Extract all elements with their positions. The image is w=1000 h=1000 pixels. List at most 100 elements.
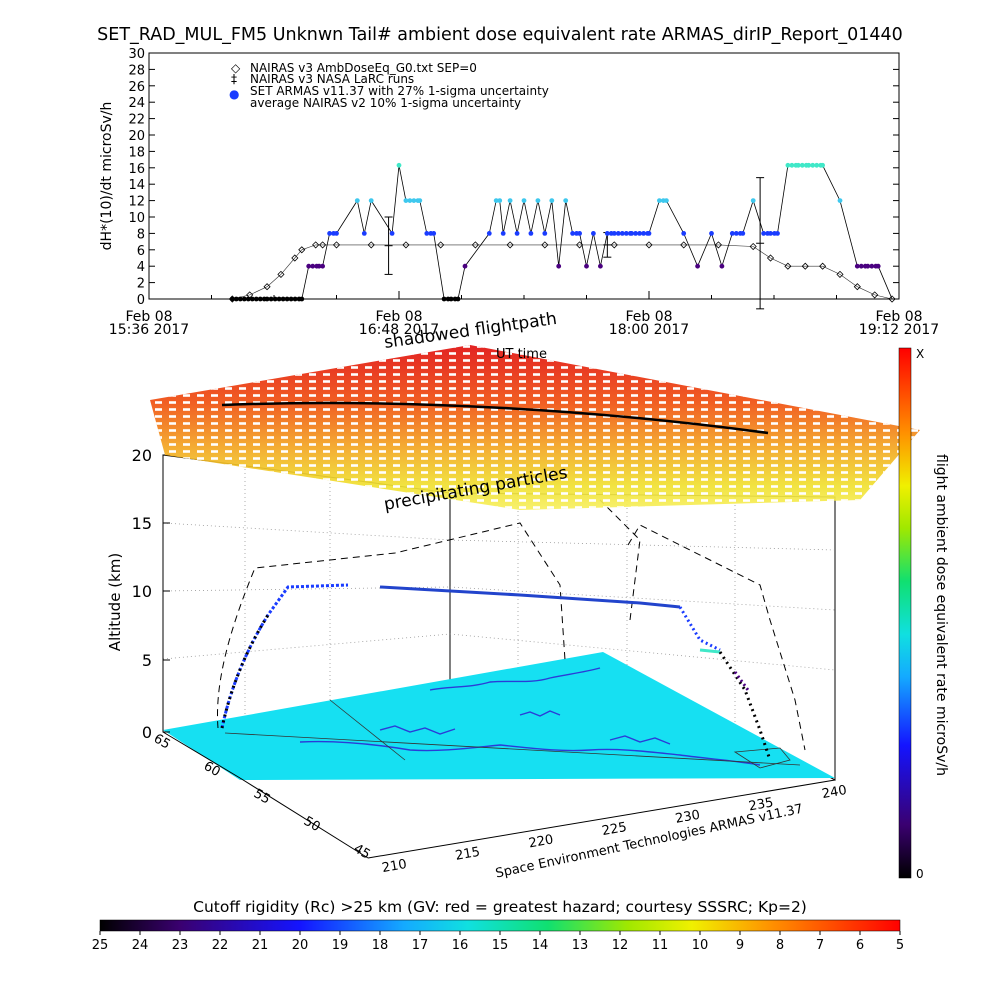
armas-point xyxy=(681,231,687,236)
armas-point xyxy=(241,296,247,302)
bar-tick-label: 17 xyxy=(412,938,429,953)
armas-point xyxy=(733,231,739,236)
lat-tick-label: 55 xyxy=(251,786,273,807)
x-tick-date: Feb 08 xyxy=(625,309,672,325)
armas-point xyxy=(542,231,548,236)
armas-point xyxy=(306,263,312,269)
nairas-point xyxy=(714,241,723,249)
z-axis-ticks: 0 5 10 15 20 xyxy=(132,446,170,742)
armas-point xyxy=(361,231,367,236)
armas-point xyxy=(403,198,409,204)
nairas-point xyxy=(853,283,861,291)
armas-point xyxy=(229,296,235,302)
armas-point xyxy=(424,231,430,236)
armas-point xyxy=(268,296,274,302)
y-tick-label: 8 xyxy=(137,227,145,242)
nairas-point xyxy=(871,291,879,299)
y-tick-label: 2 xyxy=(137,277,145,292)
armas-point xyxy=(629,231,634,236)
armas-point xyxy=(507,198,513,204)
bar-tick-label: 18 xyxy=(372,938,389,953)
armas-point xyxy=(729,231,735,236)
armas-point xyxy=(750,198,756,204)
y-tick-label: 22 xyxy=(128,113,145,128)
z-tick-label: 5 xyxy=(142,651,152,670)
armas-point xyxy=(320,263,325,269)
bar-tick-label: 8 xyxy=(776,938,784,953)
armas-point xyxy=(785,162,791,168)
armas-point xyxy=(514,231,520,236)
nairas-point xyxy=(319,241,327,249)
nairas-point xyxy=(471,241,479,249)
colorbar-min: 0 xyxy=(916,867,924,881)
armas-point xyxy=(389,231,395,236)
armas-point xyxy=(264,296,270,302)
armas-point xyxy=(549,198,555,204)
armas-point xyxy=(257,296,263,302)
armas-point xyxy=(604,231,610,236)
armas-point xyxy=(869,263,875,269)
armas-point xyxy=(411,198,417,204)
lon-tick-label: 235 xyxy=(748,795,775,814)
armas-point xyxy=(354,198,360,204)
y-tick-label: 20 xyxy=(128,129,145,144)
armas-point xyxy=(806,162,812,168)
armas-point xyxy=(657,198,662,204)
bar-tick-label: 13 xyxy=(572,938,589,953)
armas-point xyxy=(591,231,596,236)
series-set-armas xyxy=(229,162,893,302)
y-tick-label: 16 xyxy=(128,162,145,177)
lat-tick-label: 45 xyxy=(351,841,373,862)
armas-point xyxy=(570,231,575,236)
armas-point xyxy=(316,263,322,269)
armas-point xyxy=(334,231,339,236)
chart-title: SET_RAD_MUL_FM5 Unknwn Tail# ambient dos… xyxy=(97,25,903,45)
z-tick-label: 10 xyxy=(132,582,152,601)
bar-tick-label: 10 xyxy=(692,938,709,953)
armas-point xyxy=(563,198,569,204)
armas-point xyxy=(633,231,638,236)
armas-point xyxy=(820,162,825,168)
nairas-point xyxy=(263,283,271,291)
bar-tick-label: 21 xyxy=(252,938,269,953)
armas-point xyxy=(521,198,527,204)
armas-point xyxy=(284,296,290,302)
armas-point xyxy=(799,162,805,168)
armas-point xyxy=(396,162,402,168)
bar-tick-label: 12 xyxy=(612,938,629,953)
projected-path-left xyxy=(217,522,566,729)
lat-tick-label: 65 xyxy=(151,731,173,752)
armas-point xyxy=(497,198,503,204)
bar-tick-label: 5 xyxy=(896,938,904,953)
y-tick-label: 24 xyxy=(128,96,145,111)
z-axis-label: Altitude (km) xyxy=(106,553,124,651)
nairas-point xyxy=(888,295,896,303)
armas-point xyxy=(577,231,582,236)
y-tick-label: 26 xyxy=(128,80,145,95)
armas-point xyxy=(858,263,864,269)
armas-point xyxy=(584,263,589,269)
armas-point xyxy=(810,162,816,168)
x-tick-time: 15:36 2017 xyxy=(109,322,189,338)
armas-point xyxy=(417,198,423,204)
y-axis-label: dH*(10)/dt microSv/h xyxy=(99,102,115,251)
y-tick-label: 0 xyxy=(137,293,145,308)
legend: ◇ NAIRAS v3 AmbDoseEq_G0.txt SEP=0 ‡ NAI… xyxy=(229,61,549,110)
lon-tick-label: 215 xyxy=(454,845,481,864)
lat-axis-ticks: 45 50 55 60 65 xyxy=(151,731,373,862)
armas-point xyxy=(709,231,714,236)
x-tick-time: 16:48 2017 xyxy=(359,322,439,338)
armas-point xyxy=(535,198,541,204)
shadowed-flightpath xyxy=(221,401,769,435)
y-tick-label: 14 xyxy=(128,178,145,193)
y-tick-label: 6 xyxy=(137,244,145,259)
flightpath-3d-view: 0 5 10 15 20 Altitude (km) 210 215 220 225 230 23… xyxy=(106,309,949,882)
bar-tick-label: 22 xyxy=(212,938,229,953)
armas-point xyxy=(431,231,437,236)
armas-point xyxy=(253,296,259,302)
armas-point xyxy=(768,231,773,236)
armas-point xyxy=(237,296,243,302)
nairas-point xyxy=(819,262,827,270)
